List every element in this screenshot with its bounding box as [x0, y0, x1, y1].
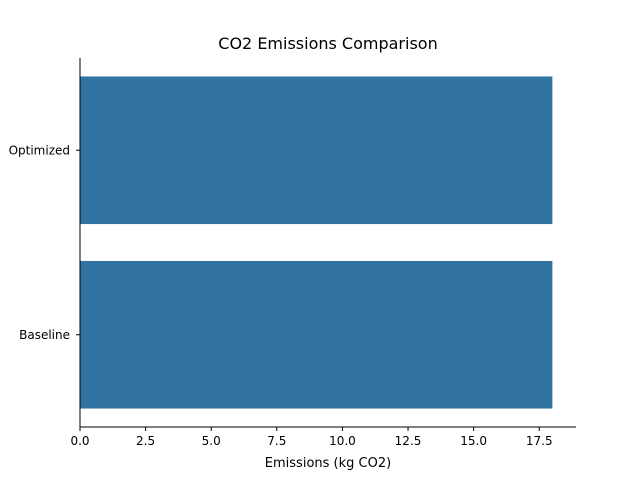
x-axis-label: Emissions (kg CO2) [265, 456, 391, 471]
x-tick-label: 12.5 [395, 434, 422, 448]
bar-baseline [80, 260, 553, 409]
plot-area: Baseline Optimized 0.0 2.5 5.0 7.5 10.0 12.5 15.… [9, 58, 576, 448]
x-tick-label: 5.0 [202, 434, 221, 448]
bar-optimized [80, 76, 553, 225]
x-tick-label: 15.0 [460, 434, 487, 448]
x-tick-label: 7.5 [267, 434, 286, 448]
x-tick-label: 10.0 [329, 434, 356, 448]
x-tick-label: 17.5 [526, 434, 553, 448]
y-tick-label: Baseline [19, 328, 70, 342]
x-tick-label: 2.5 [136, 434, 155, 448]
chart-title: CO2 Emissions Comparison [218, 34, 437, 53]
y-tick-label: Optimized [9, 143, 70, 157]
x-tick-label: 0.0 [70, 434, 89, 448]
